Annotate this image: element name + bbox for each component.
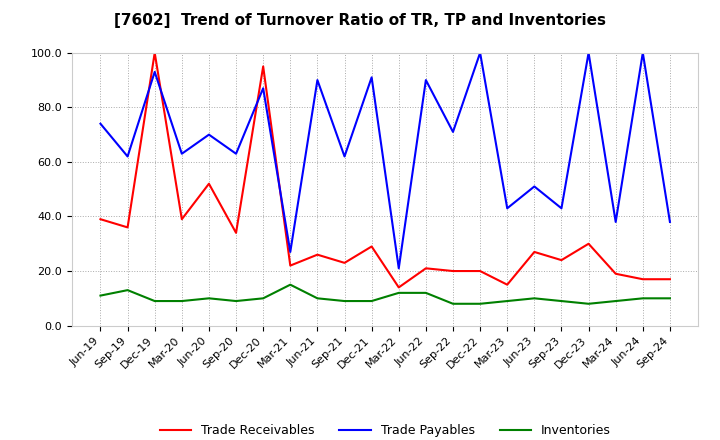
Trade Receivables — [449, 268, 457, 274]
Trade Receivables — [665, 277, 674, 282]
Trade Receivables — [341, 260, 349, 265]
Inventories — [395, 290, 403, 296]
Trade Payables — [123, 154, 132, 159]
Inventories — [639, 296, 647, 301]
Line: Trade Payables: Trade Payables — [101, 53, 670, 268]
Trade Payables — [395, 266, 403, 271]
Trade Payables — [341, 154, 349, 159]
Trade Payables — [503, 205, 511, 211]
Inventories — [96, 293, 105, 298]
Trade Receivables — [421, 266, 430, 271]
Trade Payables — [639, 50, 647, 55]
Trade Payables — [530, 184, 539, 189]
Inventories — [530, 296, 539, 301]
Inventories — [123, 287, 132, 293]
Inventories — [557, 298, 566, 304]
Inventories — [367, 298, 376, 304]
Trade Receivables — [286, 263, 294, 268]
Inventories — [150, 298, 159, 304]
Trade Receivables — [232, 230, 240, 235]
Inventories — [503, 298, 511, 304]
Trade Payables — [584, 50, 593, 55]
Trade Receivables — [259, 64, 268, 69]
Trade Payables — [367, 75, 376, 80]
Trade Receivables — [557, 257, 566, 263]
Trade Receivables — [395, 285, 403, 290]
Trade Receivables — [313, 252, 322, 257]
Inventories — [665, 296, 674, 301]
Trade Receivables — [584, 241, 593, 246]
Inventories — [204, 296, 213, 301]
Inventories — [421, 290, 430, 296]
Inventories — [449, 301, 457, 306]
Trade Payables — [476, 50, 485, 55]
Trade Payables — [204, 132, 213, 137]
Trade Payables — [557, 205, 566, 211]
Inventories — [341, 298, 349, 304]
Inventories — [232, 298, 240, 304]
Inventories — [259, 296, 268, 301]
Inventories — [313, 296, 322, 301]
Trade Receivables — [503, 282, 511, 287]
Trade Payables — [313, 77, 322, 83]
Trade Payables — [96, 121, 105, 126]
Trade Payables — [232, 151, 240, 156]
Trade Receivables — [204, 181, 213, 187]
Trade Receivables — [476, 268, 485, 274]
Trade Payables — [259, 86, 268, 91]
Inventories — [584, 301, 593, 306]
Trade Payables — [611, 219, 620, 224]
Text: [7602]  Trend of Turnover Ratio of TR, TP and Inventories: [7602] Trend of Turnover Ratio of TR, TP… — [114, 13, 606, 28]
Trade Receivables — [150, 50, 159, 55]
Trade Payables — [150, 69, 159, 74]
Trade Payables — [286, 249, 294, 255]
Trade Payables — [178, 151, 186, 156]
Line: Trade Receivables: Trade Receivables — [101, 53, 670, 287]
Trade Receivables — [611, 271, 620, 276]
Trade Receivables — [639, 277, 647, 282]
Inventories — [178, 298, 186, 304]
Trade Payables — [449, 129, 457, 135]
Trade Receivables — [367, 244, 376, 249]
Trade Payables — [421, 77, 430, 83]
Inventories — [611, 298, 620, 304]
Trade Payables — [665, 219, 674, 224]
Trade Receivables — [530, 249, 539, 255]
Legend: Trade Receivables, Trade Payables, Inventories: Trade Receivables, Trade Payables, Inven… — [155, 419, 616, 440]
Inventories — [286, 282, 294, 287]
Trade Receivables — [123, 225, 132, 230]
Trade Receivables — [178, 216, 186, 222]
Line: Inventories: Inventories — [101, 285, 670, 304]
Trade Receivables — [96, 216, 105, 222]
Inventories — [476, 301, 485, 306]
